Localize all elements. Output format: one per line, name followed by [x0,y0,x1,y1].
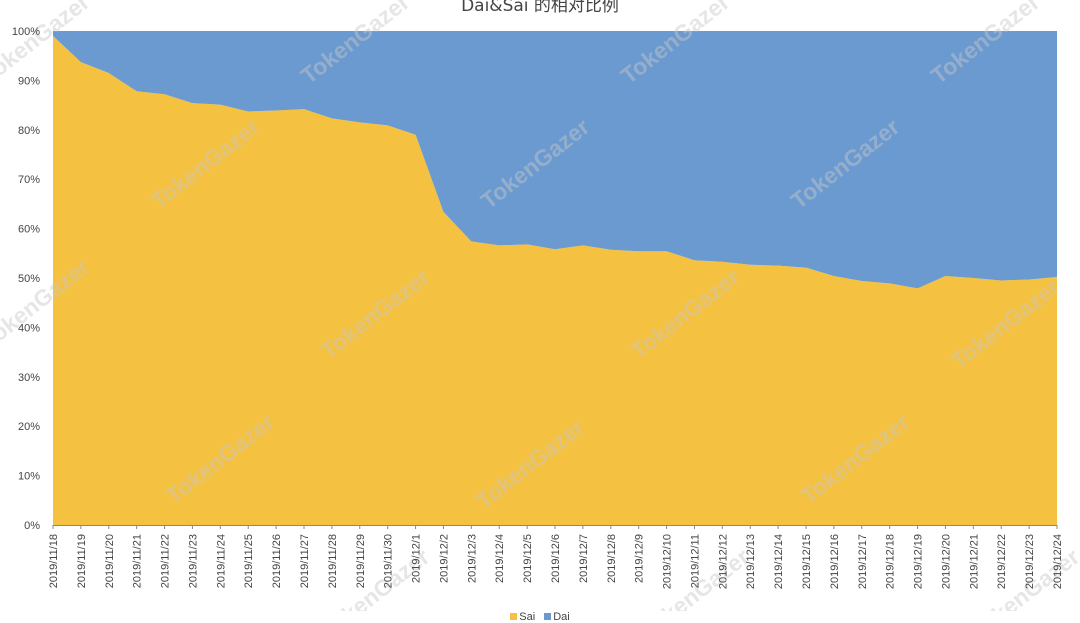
x-tick-label: 2019/11/20 [104,534,116,588]
legend-label-sai: Sai [519,611,536,623]
x-tick-label: 2019/11/30 [383,534,395,588]
x-tick-label: 2019/12/17 [857,534,869,589]
legend-swatch-dai [544,613,552,620]
x-tick-label: 2019/11/28 [327,534,339,588]
y-tick-label: 10% [18,471,40,483]
x-tick-label: 2019/12/15 [801,534,813,589]
x-tick-label: 2019/12/16 [829,534,841,589]
y-tick-label: 0% [24,520,40,532]
x-tick-label: 2019/12/7 [578,534,590,583]
x-tick-label: 2019/12/23 [1024,534,1036,589]
x-tick-label: 2019/12/4 [494,534,506,583]
x-tick-label: 2019/11/24 [215,534,227,588]
y-tick-label: 30% [18,372,40,384]
x-tick-label: 2019/11/27 [299,534,311,588]
legend: Sai Dai [0,611,1080,623]
x-tick-label: 2019/12/20 [940,534,952,589]
x-tick-label: 2019/11/21 [132,534,144,588]
x-tick-label: 2019/12/13 [745,534,757,589]
x-tick-label: 2019/11/29 [355,534,367,588]
x-tick-label: 2019/12/1 [411,534,423,583]
x-tick-label: 2019/11/19 [76,534,88,588]
area-sai [53,35,1057,526]
x-tick-label: 2019/12/6 [550,534,562,583]
y-tick-label: 100% [12,26,40,38]
x-tick-label: 2019/12/18 [885,534,897,589]
x-tick-label: 2019/12/14 [773,534,785,589]
x-tick-label: 2019/12/24 [1052,534,1064,589]
x-tick-label: 2019/11/26 [271,534,283,588]
legend-swatch-sai [510,613,518,620]
y-tick-label: 80% [18,125,40,137]
x-tick-label: 2019/12/11 [689,534,701,588]
chart-title: Dai&Sai 的相对比例 [461,0,619,16]
x-tick-label: 2019/12/22 [996,534,1008,589]
legend-item-sai: Sai [510,611,535,623]
legend-label-dai: Dai [553,611,570,623]
legend-item-dai: Dai [544,611,570,623]
y-tick-label: 50% [18,273,40,285]
y-tick-label: 90% [18,75,40,87]
x-tick-label: 2019/12/9 [634,534,646,583]
x-tick-label: 2019/12/12 [717,534,729,589]
y-tick-label: 20% [18,421,40,433]
y-tick-label: 70% [18,174,40,186]
x-tick-label: 2019/11/23 [187,534,199,588]
x-tick-label: 2019/12/21 [968,534,980,589]
x-tick-label: 2019/11/18 [48,534,60,588]
x-tick-label: 2019/12/10 [662,534,674,589]
x-tick-label: 2019/11/25 [243,534,255,588]
x-tick-label: 2019/12/2 [438,534,450,583]
x-tick-label: 2019/12/5 [522,534,534,583]
y-tick-label: 60% [18,224,40,236]
x-tick-label: 2019/12/3 [466,534,478,583]
x-tick-label: 2019/12/19 [913,534,925,589]
x-tick-label: 2019/11/22 [160,534,172,588]
y-tick-label: 40% [18,322,40,334]
x-tick-label: 2019/12/8 [606,534,618,583]
area-dai [53,31,1057,289]
